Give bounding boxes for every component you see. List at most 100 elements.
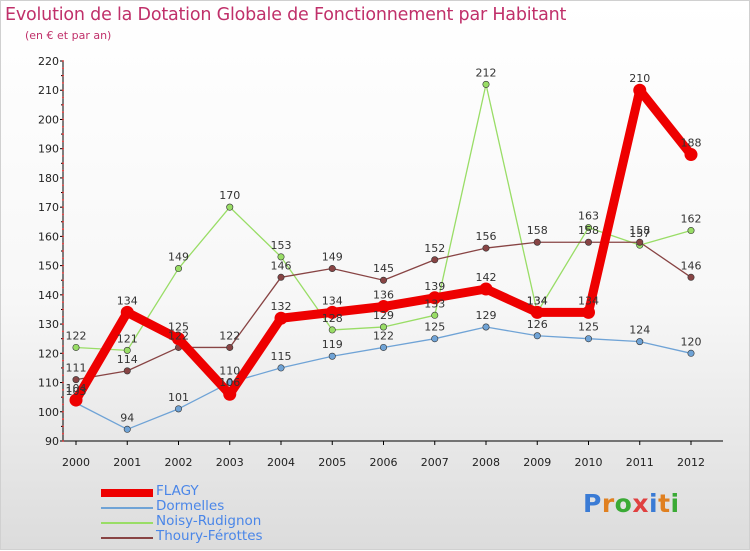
data-point (328, 352, 336, 360)
data-point (226, 203, 234, 211)
y-axis-dot (62, 425, 64, 428)
logo-letter: r (601, 489, 615, 518)
data-point (379, 323, 387, 331)
y-axis-dot (62, 103, 64, 106)
data-label: 120 (681, 335, 702, 348)
logo-letter: t (658, 489, 671, 518)
data-point (277, 364, 285, 372)
data-label: 122 (168, 329, 189, 342)
y-axis-dot (62, 155, 64, 157)
data-point (277, 273, 285, 281)
data-label: 136 (373, 289, 394, 302)
data-point (584, 335, 592, 343)
data-point (482, 244, 490, 252)
data-label: 121 (117, 332, 138, 345)
legend-swatch (101, 507, 153, 509)
y-tick-label: 190 (38, 143, 59, 156)
data-label: 142 (476, 271, 497, 284)
y-axis-dot (62, 410, 64, 413)
legend-label: Noisy-Rudignon (156, 513, 262, 529)
data-label: 134 (578, 294, 599, 307)
data-label: 128 (322, 312, 343, 325)
data-point (328, 265, 336, 273)
data-label: 163 (578, 210, 599, 223)
data-label: 170 (219, 189, 240, 202)
y-axis-dot (62, 359, 64, 362)
legend-swatch (101, 522, 153, 524)
y-axis-dot (62, 250, 64, 252)
data-point (482, 323, 490, 331)
data-label: 106 (219, 376, 240, 389)
legend-label: Dormelles (156, 498, 225, 514)
data-label: 125 (168, 321, 189, 334)
data-label: 153 (271, 239, 292, 252)
data-point (636, 238, 644, 246)
data-label: 146 (681, 259, 702, 272)
data-point (582, 305, 595, 319)
data-point (379, 343, 387, 351)
data-point (377, 300, 390, 314)
data-point (431, 335, 439, 343)
legend-swatch (101, 489, 153, 497)
data-label: 210 (629, 72, 650, 85)
data-label: 134 (322, 294, 343, 307)
data-point (172, 332, 185, 346)
data-label: 103 (66, 385, 87, 398)
y-tick-label: 130 (38, 318, 59, 331)
y-tick-label: 220 (38, 55, 59, 68)
data-point (584, 224, 592, 232)
data-label: 110 (219, 365, 240, 378)
y-axis-dot (62, 228, 64, 230)
y-axis-dot (62, 125, 64, 128)
chart-title: Evolution de la Dotation Globale de Fonc… (5, 5, 567, 25)
series-line-flagy (71, 85, 696, 405)
data-point (226, 343, 234, 351)
y-tick-label: 100 (38, 406, 59, 419)
data-point (72, 376, 80, 384)
data-label: 188 (681, 137, 702, 150)
data-point (533, 332, 541, 340)
chart-subtitle: (en € et par an) (25, 29, 112, 42)
data-label: 157 (629, 227, 650, 240)
data-point (482, 80, 490, 88)
y-axis-dot (62, 279, 64, 282)
y-axis-dot (62, 352, 64, 355)
y-axis-dot (62, 162, 64, 165)
data-point (123, 367, 131, 375)
x-tick-label: 2007 (421, 456, 449, 469)
data-label: 212 (476, 66, 497, 79)
data-label: 104 (66, 382, 87, 395)
x-tick-label: 2000 (62, 456, 90, 469)
x-tick-label: 2003 (216, 456, 244, 469)
y-axis-dot (62, 96, 64, 99)
y-axis-dot (62, 206, 64, 209)
data-point (431, 256, 439, 264)
data-label: 122 (219, 329, 240, 342)
y-axis-dot (62, 198, 64, 201)
proxiti-logo: Proxiti (583, 489, 680, 518)
data-point (633, 83, 647, 97)
data-label: 125 (424, 321, 445, 334)
y-tick-label: 90 (45, 435, 59, 448)
data-point (69, 393, 83, 407)
data-label: 129 (476, 309, 497, 322)
y-axis-dot (62, 345, 64, 347)
y-axis-dot (62, 367, 64, 369)
x-tick-label: 2009 (523, 456, 551, 469)
y-tick-label: 110 (38, 377, 59, 390)
y-axis-dot (62, 169, 64, 172)
data-point (223, 387, 237, 401)
data-point (684, 148, 698, 162)
x-tick-label: 2010 (575, 456, 603, 469)
y-axis-dot (62, 440, 64, 442)
y-axis-dot (62, 323, 64, 325)
y-axis-dot (62, 315, 64, 318)
y-axis-dot (62, 133, 64, 135)
x-tick-label: 2012 (677, 456, 705, 469)
data-point (636, 338, 644, 346)
data-point (431, 311, 439, 319)
y-axis-dot (62, 242, 64, 245)
data-point (687, 349, 695, 357)
y-axis-dot (62, 220, 64, 223)
